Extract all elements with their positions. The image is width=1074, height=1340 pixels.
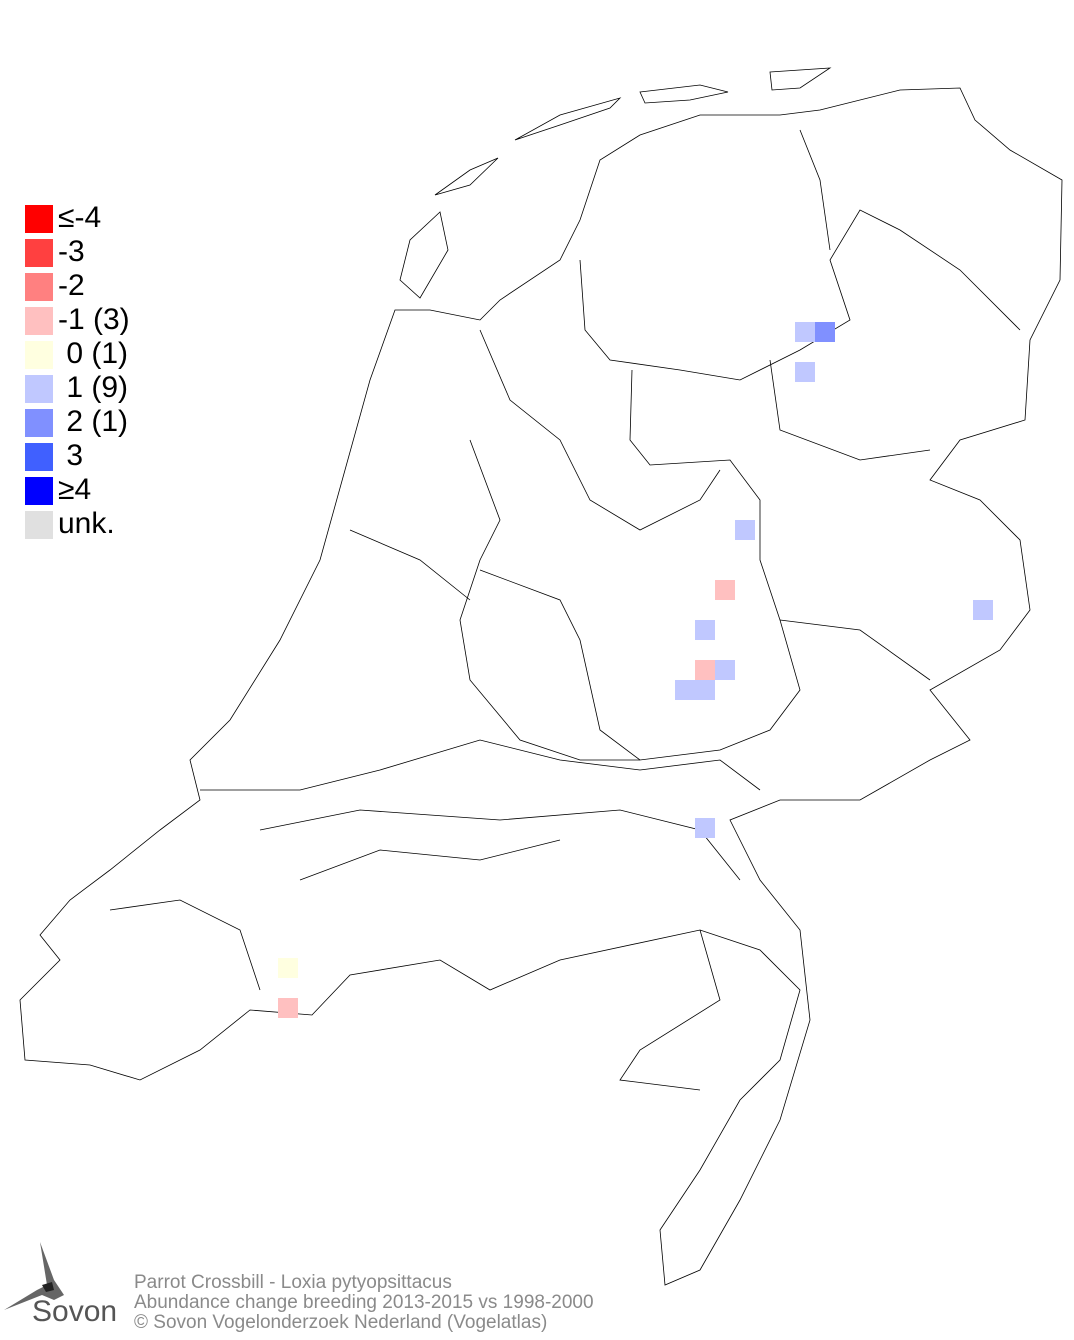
- legend-label: 2 (1): [58, 405, 129, 438]
- grid-cell: [278, 958, 298, 978]
- legend-label: unk.: [58, 507, 115, 540]
- legend-label: 3: [58, 439, 84, 472]
- grid-cell: [695, 818, 715, 838]
- legend-swatch: [25, 409, 53, 437]
- legend-swatch: [25, 341, 53, 369]
- map-subtitle: Abundance change breeding 2013-2015 vs 1…: [134, 1292, 594, 1313]
- legend-swatch: [25, 511, 53, 539]
- legend-swatch: [25, 375, 53, 403]
- grid-cells: [278, 322, 993, 1018]
- grid-cell: [735, 520, 755, 540]
- grid-cell: [715, 660, 735, 680]
- legend-label: ≥4: [58, 473, 92, 506]
- sovon-swallow-logo: [4, 1242, 64, 1310]
- copyright: © Sovon Vogelonderzoek Nederland (Vogela…: [134, 1312, 548, 1333]
- map-outline: [19, 67, 1063, 1286]
- legend-label: 0 (1): [58, 337, 129, 370]
- grid-cell: [675, 680, 695, 700]
- legend-label: -1 (3): [58, 303, 130, 336]
- map-caption: Parrot Crossbill - Loxia pytyopsittacus …: [134, 1273, 594, 1333]
- legend-swatch: [25, 205, 53, 233]
- grid-cell: [973, 600, 993, 620]
- grid-cell: [815, 322, 835, 342]
- grid-cell: [795, 322, 815, 342]
- grid-cell: [795, 362, 815, 382]
- legend-label: -2: [58, 269, 85, 302]
- grid-cell: [695, 660, 715, 680]
- legend-swatch: [25, 443, 53, 471]
- legend-swatch: [25, 477, 53, 505]
- grid-cell: [695, 680, 715, 700]
- legend-label: 1 (9): [58, 371, 129, 404]
- species-name: Parrot Crossbill - Loxia pytyopsittacus: [134, 1272, 452, 1293]
- legend-label: ≤-4: [58, 201, 102, 234]
- grid-cell: [695, 620, 715, 640]
- legend-swatch: [25, 307, 53, 335]
- grid-cell: [278, 998, 298, 1018]
- grid-cell: [715, 580, 735, 600]
- legend-swatch: [25, 239, 53, 267]
- logo-text: Sovon: [32, 1295, 118, 1328]
- legend-swatch: [25, 273, 53, 301]
- legend-label: -3: [58, 235, 85, 268]
